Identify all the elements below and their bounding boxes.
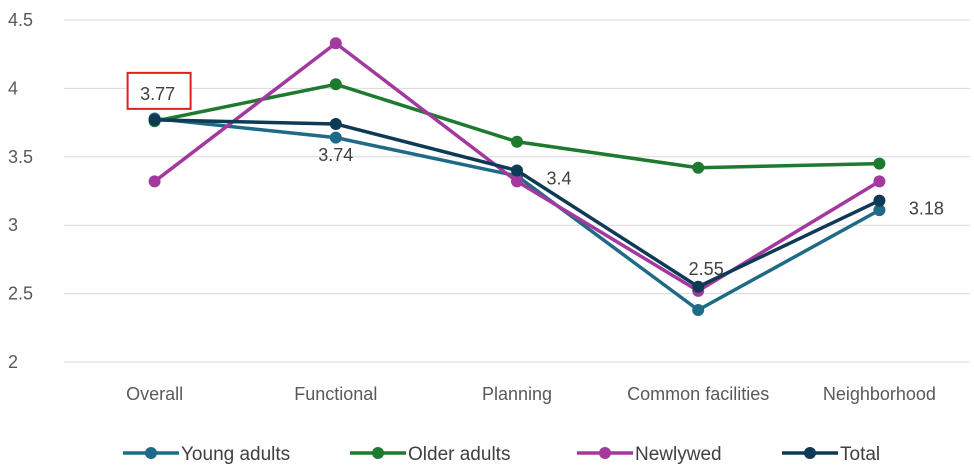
x-axis-categories: Overall Functional Planning Common faciliti… xyxy=(126,384,936,404)
data-labels: 3.77 3.74 3.4 2.55 3.18 xyxy=(126,71,944,279)
x-category-label: Neighborhood xyxy=(823,384,936,404)
x-category-label: Functional xyxy=(294,384,377,404)
data-point xyxy=(873,204,886,217)
data-point xyxy=(329,117,342,130)
data-label: 3.18 xyxy=(909,199,944,219)
data-point xyxy=(692,280,705,293)
data-point xyxy=(511,164,523,177)
data-point xyxy=(329,78,342,91)
series-lines xyxy=(148,37,886,317)
y-axis-ticks: 2 2.5 3 3.5 4 4.5 xyxy=(8,10,33,372)
legend-label: Young adults xyxy=(181,444,290,465)
y-tick-label: 2 xyxy=(8,352,18,372)
data-point xyxy=(511,135,523,148)
data-point xyxy=(511,175,523,188)
data-point xyxy=(148,113,161,126)
legend: Young adults Older adults Newlywed Total xyxy=(123,444,880,465)
data-label: 3.74 xyxy=(318,145,353,165)
data-point xyxy=(329,131,342,144)
data-point xyxy=(873,175,886,188)
legend-swatch-marker xyxy=(145,447,157,459)
gridlines xyxy=(64,19,970,363)
legend-label: Total xyxy=(840,444,880,465)
legend-swatch-marker xyxy=(599,447,611,459)
data-point xyxy=(692,304,705,317)
x-category-label: Planning xyxy=(482,384,552,404)
legend-label: Newlywed xyxy=(635,444,722,465)
legend-swatch-marker xyxy=(804,447,816,459)
data-label: 3.77 xyxy=(140,84,175,104)
data-point xyxy=(692,161,705,174)
legend-swatch-marker xyxy=(372,447,384,459)
x-category-label: Common facilities xyxy=(627,384,769,404)
y-tick-label: 2.5 xyxy=(8,284,33,304)
data-point xyxy=(148,175,161,188)
data-label: 2.55 xyxy=(689,259,724,279)
data-label: 3.4 xyxy=(546,168,571,188)
x-category-label: Overall xyxy=(126,384,183,404)
data-point xyxy=(873,194,886,207)
y-tick-label: 3 xyxy=(8,215,18,235)
data-point xyxy=(873,157,886,170)
y-tick-label: 4 xyxy=(8,78,18,98)
data-label-highlight-box xyxy=(126,71,192,110)
y-tick-label: 4.5 xyxy=(8,10,33,30)
data-point xyxy=(329,37,342,50)
y-tick-label: 3.5 xyxy=(8,147,33,167)
legend-label: Older adults xyxy=(408,444,510,465)
